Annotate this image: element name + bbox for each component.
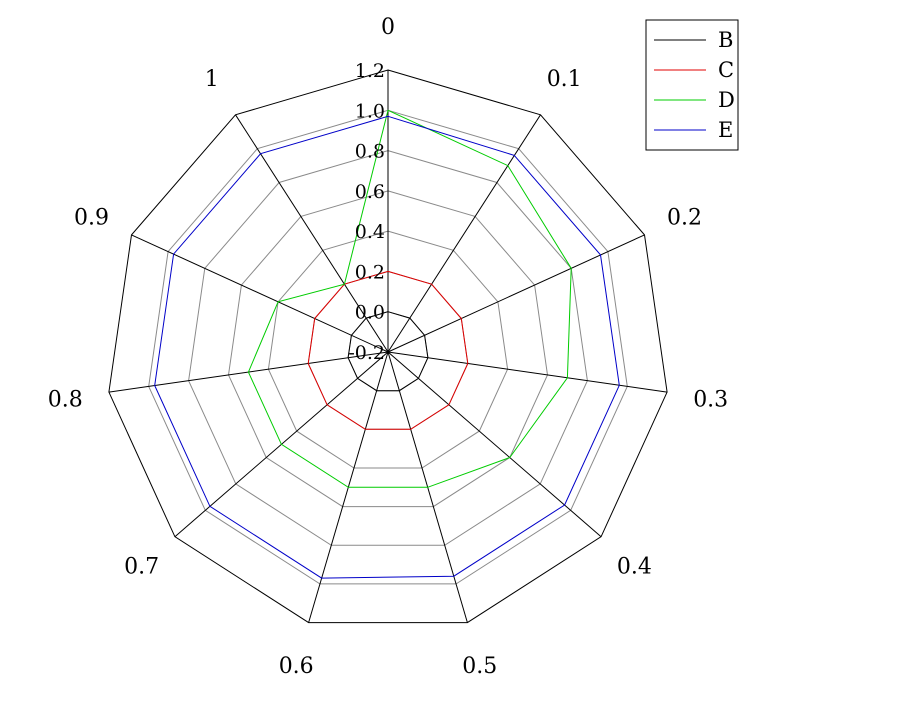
rtick-label: 0.4 — [355, 221, 385, 243]
spoke-2 — [387, 234, 645, 353]
category-labels: 0 0.1 0.2 0.3 0.4 0.5 0.6 0.7 0.8 0.9 1 — [48, 15, 728, 679]
legend-label-E: E — [718, 118, 733, 142]
category-label: 0.7 — [124, 555, 159, 580]
grid-ring-5 — [188, 150, 588, 546]
category-label: 0.6 — [279, 654, 314, 679]
rtick-label: 0.2 — [355, 261, 385, 283]
radial-tick-labels: -0.2 0.0 0.2 0.4 0.6 0.8 1.0 1.2 — [348, 60, 385, 364]
grid-ring-6 — [148, 109, 628, 585]
category-label: 0.5 — [462, 654, 497, 679]
category-label: 0 — [381, 15, 395, 40]
spoke-1 — [387, 114, 541, 353]
legend-box — [645, 19, 739, 151]
rtick-label: 1.0 — [355, 100, 385, 122]
rtick-label: 0.8 — [355, 141, 385, 163]
category-label: 0.1 — [547, 67, 582, 92]
grid-ring-7 — [108, 69, 668, 624]
series-line-D — [247, 109, 572, 488]
grid-ring-4 — [227, 190, 549, 508]
legend-label-B: B — [718, 28, 733, 52]
rtick-label: -0.2 — [348, 342, 385, 364]
category-label: 0.8 — [48, 387, 83, 412]
spoke-9 — [131, 234, 389, 353]
category-label: 0.4 — [617, 555, 652, 580]
rtick-label: 1.2 — [355, 60, 385, 82]
category-label: 0.9 — [74, 206, 109, 231]
radar-series — [154, 109, 620, 579]
spoke-4 — [387, 351, 602, 538]
series-line-C — [307, 270, 469, 430]
grid-ring-3 — [267, 230, 509, 469]
category-label: 0.2 — [667, 206, 702, 231]
series-line-E — [154, 115, 620, 579]
legend-label-C: C — [718, 58, 734, 82]
spoke-3 — [387, 351, 668, 393]
category-label: 0.3 — [693, 387, 728, 412]
rtick-label: 0.6 — [355, 181, 385, 203]
spoke-10 — [235, 114, 389, 353]
legend-label-D: D — [718, 88, 735, 112]
radar-spokes — [108, 70, 668, 623]
category-label: 1 — [205, 67, 219, 92]
series-line-B — [347, 311, 429, 392]
rtick-label: 0.0 — [355, 302, 385, 324]
